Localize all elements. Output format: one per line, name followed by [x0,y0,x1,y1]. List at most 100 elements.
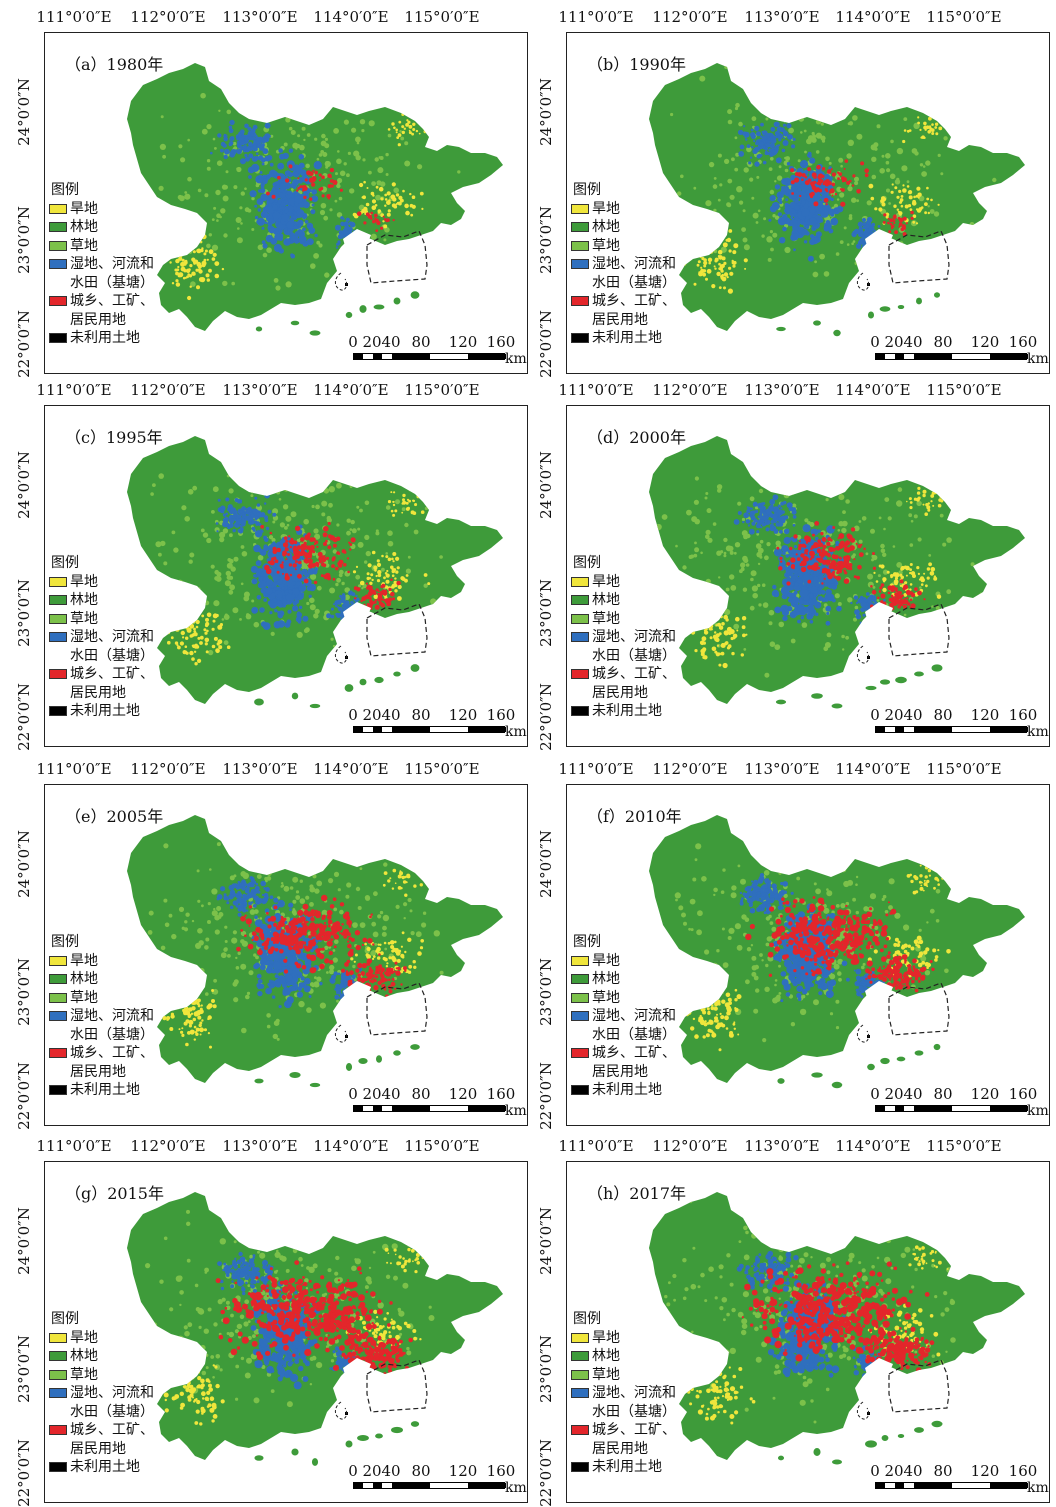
grassland-patch [718,576,721,579]
dryland-patch [702,272,706,277]
wetland-patch [778,521,784,527]
grassland-patch [361,587,364,590]
grassland-patch [276,490,281,495]
urban-patch [811,172,817,178]
grassland-patch [925,160,931,166]
urban-patch [901,594,904,597]
urban-patch [814,521,820,526]
dryland-patch [196,248,202,254]
dryland-patch [404,893,408,897]
grassland-patch [306,133,311,137]
wetland-patch [308,594,312,598]
urban-patch [837,537,840,540]
longitude-label: 112°0′0″E [652,8,728,26]
urban-patch [890,587,895,593]
wetland-patch [774,606,782,614]
dryland-patch [211,999,215,1003]
wetland-patch [297,230,305,238]
dryland-patch [909,501,913,504]
urban-patch [813,201,819,207]
urban-patch [786,581,791,586]
wetland-patch [807,153,812,158]
wetland-patch [749,510,756,516]
wetland-patch [278,236,284,241]
dryland-patch [709,636,713,640]
urban-patch [384,598,390,604]
coastal-channel [795,678,809,690]
urban-patch [819,544,822,548]
legend-label: 未利用土地 [70,703,140,719]
dryland-patch [203,1028,206,1031]
dryland-patch [937,203,940,206]
grassland-patch [847,597,853,603]
grassland-patch [321,500,328,507]
dryland-patch [187,273,190,276]
grassland-patch [286,523,290,527]
grassland-patch [216,842,221,847]
grassland-patch [903,117,908,121]
urban-patch [346,557,350,560]
dryland-patch [882,587,887,593]
dryland-patch [396,958,401,963]
dryland-patch [930,494,935,498]
dryland-patch [924,202,928,207]
grassland-patch [901,165,908,172]
grassland-patch [316,880,323,887]
legend-label: 林地 [70,219,98,235]
wetland-patch [750,132,756,138]
legend-item-dryland: 旱地 [571,573,711,592]
wetland-patch [860,601,867,608]
urban-patch [797,172,803,177]
dryland-patch [392,552,397,556]
wetland-patch [295,165,303,174]
wetland-patch [338,606,343,612]
grassland-patch [717,488,722,493]
dashed-boundary [334,645,348,664]
wetland-patch [288,148,294,153]
wetland-patch [776,126,783,132]
grassland-patch [370,950,376,956]
map-legend: 图例 旱地 林地 草地 湿地、河流和 水田（基塘） 城乡、工矿、 居民用地 未利… [571,181,711,348]
urban-patch [362,598,366,601]
urban-patch [325,556,330,560]
wetland-patch [782,500,787,505]
grassland-patch [845,499,850,504]
urban-patch [380,590,383,594]
wetland-patch [355,597,360,602]
urban-patch [800,566,807,573]
wetland-patch [750,517,754,520]
grassland-patch [336,183,341,189]
dryland-patch [713,647,716,650]
grassland-patch [774,215,780,220]
urban-patch [281,561,284,564]
grassland-patch [913,514,918,519]
grassland-patch [272,520,276,524]
grassland-patch [150,492,154,496]
wetland-patch [792,523,796,527]
panel-title: （b）1990年 [587,55,686,74]
dryland-patch [425,129,430,134]
grassland-patch [694,541,697,545]
scale-segment [468,354,506,359]
grassland-patch [922,165,926,168]
wetland-patch [803,581,807,585]
wetland-patch [286,211,292,217]
grassland-patch [178,906,185,912]
grassland-patch [400,136,405,141]
dryland-patch [926,576,930,580]
grassland-patch [292,113,296,117]
urban-patch [309,549,313,552]
legend-swatch [571,333,589,343]
grassland-patch [919,163,924,167]
urban-patch [289,545,293,549]
dryland-patch [708,259,711,263]
longitude-label: 111°0′0″E [558,381,634,399]
dryland-patch [176,644,179,647]
grassland-patch [229,584,236,591]
dryland-patch [383,871,388,875]
grassland-patch [375,642,382,649]
wetland-patch [247,126,252,131]
urban-patch [299,552,304,556]
legend-swatch [49,669,67,679]
wetland-patch [757,139,761,143]
